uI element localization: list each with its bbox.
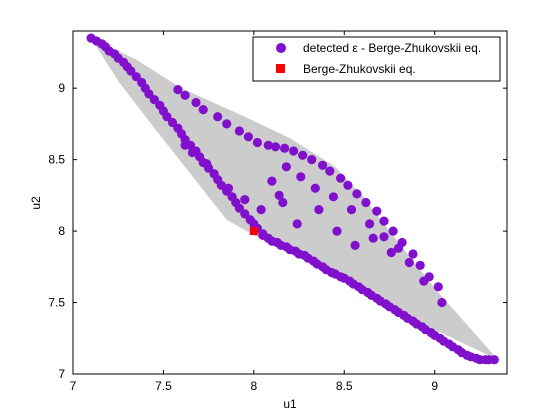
x-axis-label: u1 bbox=[283, 397, 297, 411]
detected-point bbox=[180, 90, 190, 100]
legend-detected-marker bbox=[276, 43, 286, 53]
legend: detected ε - Berge-Zhukovskii eq. Berge-… bbox=[252, 36, 501, 82]
detected-point bbox=[372, 206, 382, 216]
detected-point bbox=[131, 72, 141, 82]
detected-point bbox=[187, 147, 197, 158]
detected-point bbox=[191, 97, 201, 108]
detected-point bbox=[202, 159, 212, 169]
detected-point bbox=[173, 85, 183, 95]
y-axis-ticks: 7 7.5 8 8.5 9 bbox=[48, 81, 507, 381]
equilibrium-point bbox=[249, 227, 258, 236]
detected-point bbox=[267, 176, 277, 186]
y-tick-label: 8 bbox=[58, 224, 65, 238]
y-tick-label: 8.5 bbox=[48, 153, 65, 167]
detected-point bbox=[222, 119, 232, 129]
legend-detected-label: detected ε - Berge-Zhukovskii eq. bbox=[303, 41, 481, 55]
y-tick-label: 7 bbox=[58, 367, 65, 381]
detected-point bbox=[368, 233, 378, 243]
detected-point bbox=[292, 219, 302, 229]
detected-point bbox=[350, 240, 360, 250]
detected-point bbox=[243, 132, 253, 142]
x-tick-label: 7 bbox=[70, 379, 77, 393]
detected-point bbox=[415, 260, 425, 270]
detected-point bbox=[393, 243, 404, 253]
detected-point bbox=[343, 180, 353, 190]
plot-frame bbox=[72, 30, 508, 375]
x-tick-label: 9 bbox=[431, 379, 438, 393]
detected-point bbox=[149, 95, 159, 105]
detected-point bbox=[318, 160, 328, 170]
detected-point bbox=[352, 189, 362, 199]
legend-box bbox=[252, 36, 501, 82]
detected-point bbox=[274, 190, 284, 200]
detected-point bbox=[365, 219, 375, 229]
y-tick-label: 7.5 bbox=[48, 296, 65, 310]
detected-point bbox=[278, 197, 288, 208]
detected-point bbox=[167, 117, 178, 128]
detected-point bbox=[386, 247, 396, 258]
x-tick-label: 7.5 bbox=[155, 379, 172, 393]
detected-point bbox=[270, 142, 281, 152]
x-tick-label: 8 bbox=[250, 379, 257, 393]
detected-point bbox=[332, 226, 342, 236]
x-tick-label: 8.5 bbox=[336, 379, 353, 393]
x-axis-ticks: 7 7.5 8 8.5 9 bbox=[70, 31, 438, 393]
detected-point bbox=[336, 173, 346, 183]
y-axis-label: u2 bbox=[29, 196, 43, 210]
detected-point bbox=[361, 197, 371, 208]
detected-point bbox=[314, 205, 324, 215]
detected-point bbox=[379, 232, 389, 242]
detected-point bbox=[379, 216, 389, 226]
detected-point bbox=[419, 276, 429, 286]
data-series-layer bbox=[86, 33, 499, 365]
detected-point bbox=[144, 89, 154, 99]
detected-point bbox=[489, 355, 499, 365]
detected-point bbox=[307, 155, 317, 165]
detected-point bbox=[234, 203, 244, 213]
detected-point bbox=[328, 192, 338, 202]
detected-point bbox=[240, 195, 250, 205]
detected-point bbox=[180, 140, 190, 150]
detected-point bbox=[263, 140, 273, 150]
legend-equilibrium-label: Berge-Zhukovskii eq. bbox=[303, 62, 416, 76]
detected-point bbox=[433, 282, 443, 292]
detected-point bbox=[289, 146, 299, 156]
detected-point bbox=[216, 180, 226, 190]
detected-point bbox=[256, 205, 266, 215]
detected-point bbox=[209, 169, 219, 179]
detected-point bbox=[240, 209, 250, 219]
detected-point bbox=[252, 137, 262, 148]
detected-point bbox=[437, 297, 447, 308]
detected-point bbox=[310, 183, 320, 193]
detected-point bbox=[223, 183, 234, 193]
legend-equilibrium-marker bbox=[276, 64, 285, 73]
detected-point bbox=[281, 162, 291, 172]
detected-point bbox=[126, 66, 136, 76]
detected-point bbox=[234, 126, 244, 136]
detected-point bbox=[258, 230, 268, 240]
detected-point bbox=[346, 205, 357, 215]
detected-point bbox=[408, 249, 418, 259]
detected-point bbox=[388, 226, 398, 236]
detected-point bbox=[404, 257, 414, 268]
detected-point bbox=[280, 143, 290, 153]
detected-point bbox=[213, 112, 223, 122]
detected-point bbox=[325, 166, 335, 176]
detected-point bbox=[298, 150, 308, 160]
feasible-region bbox=[91, 38, 498, 360]
detected-point bbox=[162, 112, 172, 122]
y-tick-label: 9 bbox=[58, 81, 65, 95]
detected-point bbox=[296, 172, 306, 182]
detected-point bbox=[198, 105, 208, 115]
axes-layer bbox=[72, 30, 508, 375]
feasible-region-layer bbox=[91, 38, 498, 360]
